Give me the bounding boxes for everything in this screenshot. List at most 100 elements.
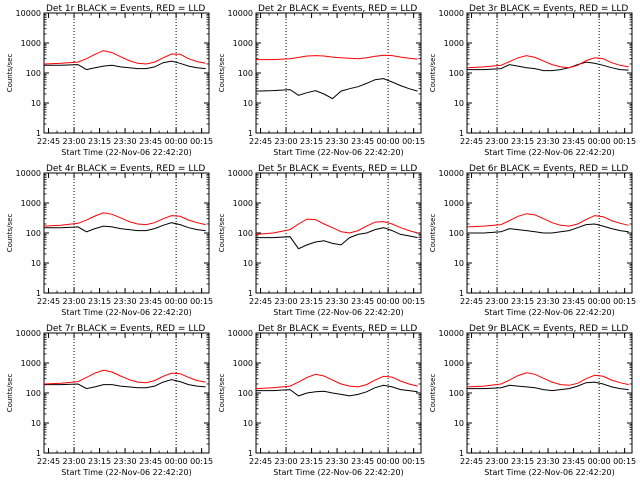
y-tick-label: 1000: [21, 39, 41, 48]
plot-frame: [466, 12, 633, 134]
panel-title: Det 2r BLACK = Events, RED = LLD: [258, 4, 417, 14]
plot-frame: [466, 332, 633, 454]
x-tick-label: 00:00: [588, 297, 611, 306]
y-tick-label: 1: [459, 129, 464, 138]
y-tick-label: 1000: [444, 199, 464, 208]
x-tick-label: 23:30: [114, 297, 137, 306]
x-axis-label: Start Time (22-Nov-06 22:42:20): [484, 308, 614, 317]
x-tick-label: 23:45: [562, 137, 585, 146]
y-axis-label: Counts/sec: [218, 54, 226, 93]
y-axis-label: Counts/sec: [429, 374, 437, 413]
y-tick-label: 10000: [16, 329, 41, 338]
panel-det-4: Det 4r BLACK = Events, RED = LLD Counts/s…: [6, 164, 213, 317]
x-tick-label: 23:00: [275, 297, 298, 306]
panel-det-5: Det 5r BLACK = Events, RED = LLD Counts/s…: [218, 164, 425, 317]
x-axis-label: Start Time (22-Nov-06 22:42:20): [61, 148, 191, 157]
x-tick-label: 00:15: [613, 457, 636, 466]
x-axis-label: Start Time (22-Nov-06 22:42:20): [484, 148, 614, 157]
plot-frame: [255, 332, 422, 454]
x-tick-label: 23:30: [537, 297, 560, 306]
x-tick-label: 00:15: [190, 457, 213, 466]
events-series-line: [256, 384, 418, 397]
y-tick-label: 100: [449, 229, 464, 238]
y-tick-label: 1000: [233, 39, 253, 48]
y-tick-label: 10: [31, 259, 41, 268]
y-tick-label: 1: [248, 449, 253, 458]
y-axis-label: Counts/sec: [218, 374, 226, 413]
panel-title: Det 8r BLACK = Events, RED = LLD: [258, 324, 417, 334]
x-tick-label: 23:30: [114, 457, 137, 466]
x-tick-label: 23:15: [88, 457, 111, 466]
plot-frame: [43, 332, 210, 454]
y-tick-label: 1000: [233, 199, 253, 208]
y-tick-label: 10000: [228, 9, 253, 18]
x-tick-label: 23:30: [326, 137, 349, 146]
y-tick-label: 1000: [444, 359, 464, 368]
y-tick-label: 1: [36, 449, 41, 458]
y-tick-label: 100: [449, 69, 464, 78]
x-tick-label: 23:15: [300, 297, 323, 306]
x-tick-label: 23:45: [351, 137, 374, 146]
panel-title: Det 5r BLACK = Events, RED = LLD: [258, 164, 417, 174]
panel-det-3: Det 3r BLACK = Events, RED = LLD Counts/s…: [429, 4, 636, 157]
panel-det-2: Det 2r BLACK = Events, RED = LLD Counts/s…: [218, 4, 425, 157]
panel-title: Det 4r BLACK = Events, RED = LLD: [46, 164, 205, 174]
y-tick-label: 100: [238, 389, 253, 398]
plot-frame: [43, 172, 210, 294]
panel-title: Det 7r BLACK = Events, RED = LLD: [46, 324, 205, 334]
x-tick-label: 00:15: [190, 297, 213, 306]
events-series-line: [467, 381, 629, 392]
panel-det-9: Det 9r BLACK = Events, RED = LLD Counts/s…: [429, 324, 636, 477]
lld-series-line: [255, 373, 418, 390]
y-tick-label: 10: [31, 99, 41, 108]
lld-series-line: [466, 372, 629, 388]
y-tick-label: 1: [248, 289, 253, 298]
y-axis-label: Counts/sec: [6, 374, 14, 413]
x-tick-label: 23:00: [63, 297, 86, 306]
x-tick-label: 22:45: [37, 137, 60, 146]
x-tick-label: 00:00: [588, 137, 611, 146]
x-tick-label: 23:00: [63, 137, 86, 146]
x-tick-label: 22:45: [37, 457, 60, 466]
x-tick-label: 00:00: [165, 297, 188, 306]
y-tick-label: 10: [31, 419, 41, 428]
y-axis-label: Counts/sec: [6, 214, 14, 253]
y-tick-label: 1: [36, 129, 41, 138]
x-tick-label: 00:15: [402, 457, 425, 466]
x-tick-label: 23:45: [139, 297, 162, 306]
x-tick-label: 23:30: [537, 137, 560, 146]
x-axis-label: Start Time (22-Nov-06 22:42:20): [273, 468, 403, 477]
x-tick-label: 23:00: [275, 457, 298, 466]
x-tick-label: 23:45: [139, 137, 162, 146]
y-tick-label: 10000: [439, 169, 464, 178]
lld-series-line: [256, 54, 418, 61]
x-tick-label: 23:45: [139, 457, 162, 466]
panel-det-7: Det 7r BLACK = Events, RED = LLD Counts/s…: [6, 324, 213, 477]
y-tick-label: 10: [454, 99, 464, 108]
x-axis-label: Start Time (22-Nov-06 22:42:20): [273, 148, 403, 157]
events-series-line: [44, 222, 206, 233]
panel-title: Det 3r BLACK = Events, RED = LLD: [469, 4, 628, 14]
y-tick-label: 10000: [228, 329, 253, 338]
x-tick-label: 00:00: [377, 137, 400, 146]
events-series-line: [467, 223, 629, 234]
y-tick-label: 10: [454, 259, 464, 268]
lld-series-line: [466, 213, 629, 228]
x-tick-label: 23:45: [351, 457, 374, 466]
events-series-line: [44, 379, 206, 390]
events-series-line: [255, 78, 418, 100]
y-axis-label: Counts/sec: [429, 54, 437, 93]
x-tick-label: 23:45: [562, 297, 585, 306]
y-tick-label: 1000: [21, 359, 41, 368]
x-tick-label: 23:30: [326, 297, 349, 306]
y-tick-label: 100: [238, 69, 253, 78]
lld-series-line: [43, 369, 206, 385]
y-tick-label: 100: [449, 389, 464, 398]
y-tick-label: 1: [459, 289, 464, 298]
panel-title: Det 9r BLACK = Events, RED = LLD: [469, 324, 628, 334]
x-tick-label: 22:45: [249, 457, 272, 466]
x-tick-label: 22:45: [460, 137, 483, 146]
y-tick-label: 1000: [21, 199, 41, 208]
events-series-line: [256, 227, 418, 250]
panel-title: Det 6r BLACK = Events, RED = LLD: [469, 164, 628, 174]
